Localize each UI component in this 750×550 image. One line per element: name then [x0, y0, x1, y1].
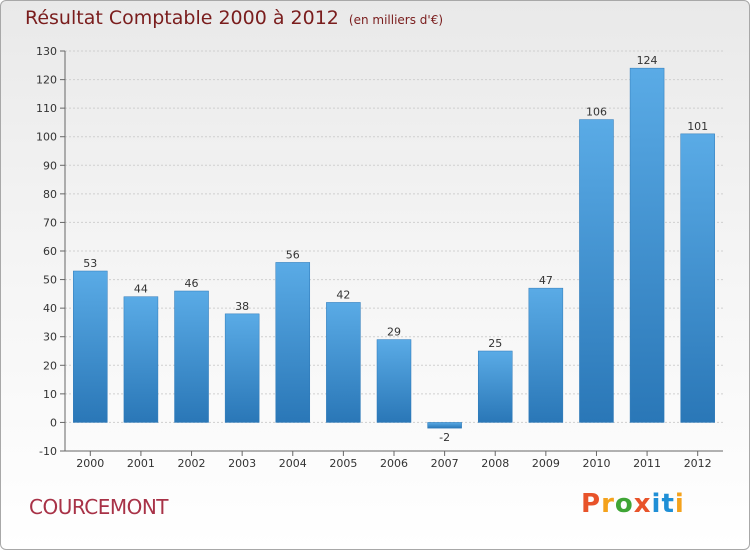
bar-value-label: 47 — [539, 274, 553, 287]
bar-value-label: 46 — [185, 277, 199, 290]
bar-value-label: 38 — [235, 300, 249, 313]
bar — [123, 296, 159, 423]
y-tick-label: 60 — [43, 245, 57, 258]
bar — [528, 287, 564, 423]
bar — [629, 67, 665, 423]
brand-letter: i — [674, 489, 685, 519]
bar — [326, 302, 361, 423]
bar-value-label: 124 — [637, 54, 658, 67]
x-tick-label: 2008 — [481, 457, 509, 470]
bar-value-label: 42 — [336, 288, 350, 301]
bar-value-label: 25 — [488, 337, 502, 350]
bar-value-label: 44 — [134, 283, 148, 296]
y-tick-label: 20 — [43, 359, 57, 372]
bar-value-label: 53 — [83, 257, 97, 270]
brand-letter: x — [633, 489, 652, 519]
x-tick-label: 2003 — [228, 457, 256, 470]
bar — [224, 313, 260, 423]
chart-title: Résultat Comptable 2000 à 2012 (en millie… — [25, 7, 443, 29]
y-tick-label: 30 — [43, 331, 57, 344]
x-tick-label: 2006 — [380, 457, 408, 470]
x-tick-label: 2000 — [76, 457, 104, 470]
bar-value-label: -2 — [439, 431, 450, 444]
y-tick-label: 0 — [50, 416, 57, 429]
bar — [174, 290, 209, 423]
bar — [680, 133, 715, 423]
y-tick-label: 110 — [36, 102, 57, 115]
y-tick-label: 130 — [36, 45, 57, 58]
x-tick-label: 2012 — [684, 457, 712, 470]
bar — [73, 270, 108, 423]
chart-title-text: Résultat Comptable 2000 à 2012 — [25, 7, 339, 29]
y-tick-label: -10 — [39, 445, 57, 458]
brand-letter: o — [614, 489, 634, 519]
bar — [376, 339, 412, 423]
y-tick-label: 120 — [36, 74, 57, 87]
brand-logo: Proxiti — [581, 489, 685, 519]
y-tick-label: 10 — [43, 388, 57, 401]
chart-subtitle: (en milliers d'€) — [348, 13, 444, 27]
bar — [427, 422, 462, 429]
y-tick-label: 70 — [43, 216, 57, 229]
bar — [275, 262, 311, 423]
x-tick-label: 2009 — [532, 457, 560, 470]
bar-value-label: 106 — [586, 106, 607, 119]
y-tick-label: 40 — [43, 302, 57, 315]
x-tick-label: 2010 — [582, 457, 610, 470]
x-tick-label: 2005 — [329, 457, 357, 470]
bar-value-label: 29 — [387, 326, 401, 339]
bar-value-label: 56 — [286, 248, 300, 261]
x-tick-label: 2011 — [633, 457, 661, 470]
y-tick-label: 90 — [43, 159, 57, 172]
x-tick-label: 2004 — [279, 457, 307, 470]
town-name: COURCEMONT — [29, 495, 169, 519]
x-tick-label: 2001 — [127, 457, 155, 470]
brand-letter: i — [651, 489, 662, 519]
y-tick-label: 100 — [36, 131, 57, 144]
bar — [477, 350, 513, 423]
brand-letter: P — [581, 489, 602, 519]
x-tick-label: 2007 — [431, 457, 459, 470]
y-tick-label: 50 — [43, 274, 57, 287]
brand-letter: t — [661, 489, 675, 519]
y-tick-label: 80 — [43, 188, 57, 201]
x-tick-label: 2002 — [178, 457, 206, 470]
bar — [579, 119, 614, 423]
bar-value-label: 101 — [687, 120, 708, 133]
brand-letter: r — [601, 489, 615, 519]
